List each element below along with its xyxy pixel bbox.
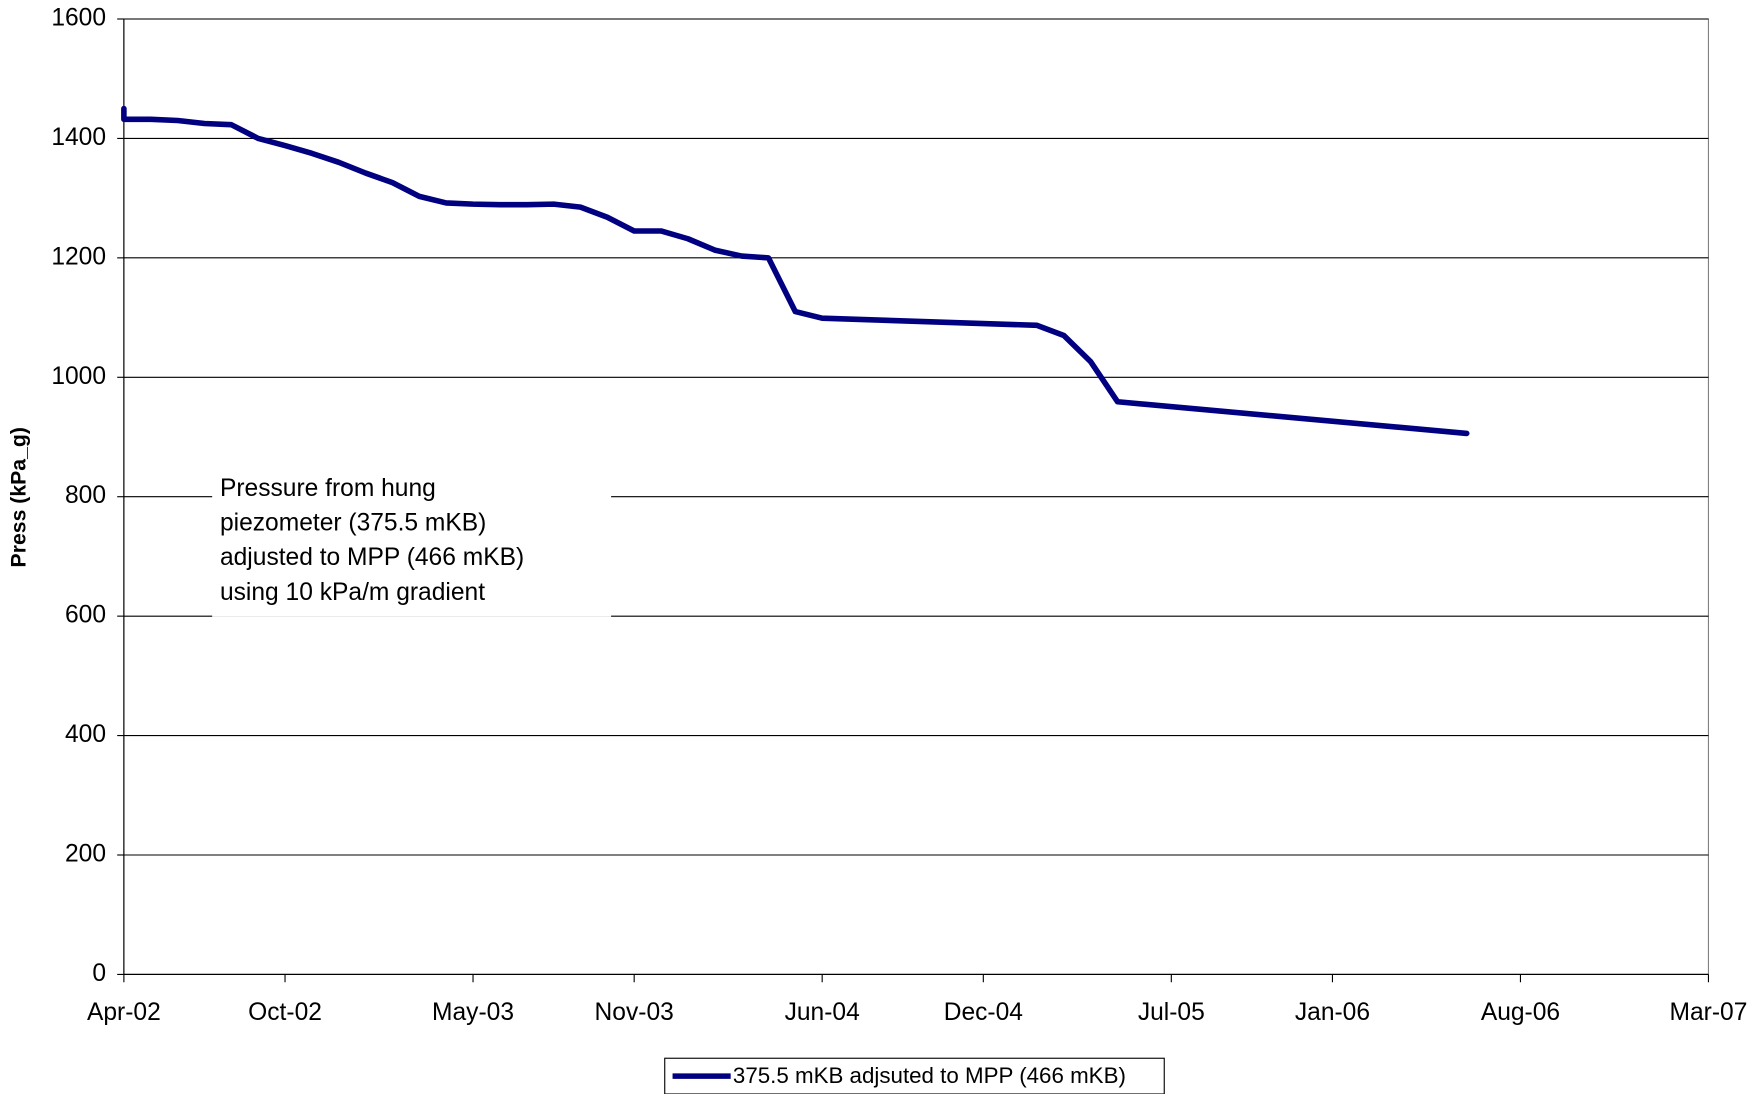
y-tick-label: 800 [65,482,106,509]
x-tick-label: Aug-06 [1481,999,1560,1026]
x-tick-label: May-03 [432,999,514,1026]
annotation: using 10 kPa/m gradient [220,579,485,606]
y-tick-label: 600 [65,602,106,629]
y-axis-label: Press (kPa_g) [8,427,31,567]
x-tick-label: Jul-05 [1138,999,1205,1026]
x-tick-label: Jan-06 [1295,999,1370,1026]
annotation-box [212,469,612,617]
y-tick-label: 200 [65,841,106,868]
x-tick-label: Oct-02 [248,999,322,1026]
y-tick-label: 1200 [51,243,106,270]
x-tick-label: Nov-03 [595,999,674,1026]
y-tick-label: 400 [65,721,106,748]
y-tick-label: 1600 [51,4,106,31]
y-tick-label: 1400 [51,124,106,151]
annotation: adjusted to MPP (466 mKB) [220,544,524,571]
legend-label: 375.5 mKB adjsuted to MPP (466 mKB) [733,1063,1126,1088]
y-tick-label: 1000 [51,363,106,390]
legend [664,1057,1165,1095]
line [121,105,1470,437]
x-tick-label: Dec-04 [944,999,1023,1026]
annotation: Pressure from hung [220,475,436,502]
annotation: piezometer (375.5 mKB) [220,510,486,537]
x-tick-label: Jun-04 [785,999,860,1026]
x-tick-label: Apr-02 [87,999,161,1026]
x-tick-label: Mar-07 [1670,999,1748,1026]
y-tick-label: 0 [92,960,106,987]
